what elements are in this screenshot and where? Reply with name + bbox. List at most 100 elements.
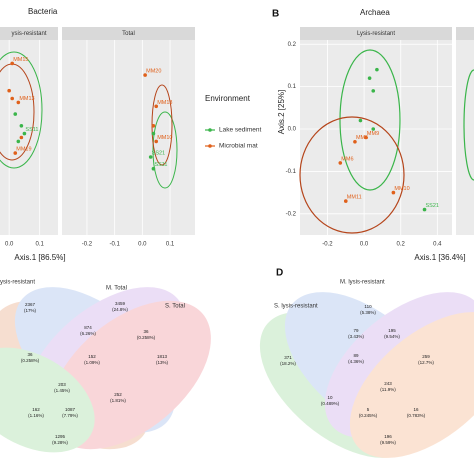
- point-label: SS11: [25, 127, 38, 133]
- point: [10, 96, 15, 101]
- point: [353, 139, 357, 144]
- region-percent: (9.28%): [52, 440, 68, 445]
- region-percent: (9.54%): [384, 334, 400, 339]
- x-tick-label: 0.1: [166, 242, 175, 248]
- y-tick-label: 0.2: [288, 42, 297, 48]
- chart-title: Bacteria: [28, 7, 58, 16]
- region-count: 203: [58, 382, 66, 387]
- point-label: MM10: [157, 135, 172, 141]
- legend-label: Lake sediment: [219, 127, 261, 134]
- region-count: 162: [32, 407, 40, 412]
- ellipse: [0, 51, 43, 169]
- point: [338, 161, 343, 165]
- point-label: MM20: [146, 69, 161, 75]
- region-percent: (5.38%): [360, 310, 376, 315]
- point: [19, 135, 24, 140]
- point: [154, 139, 159, 144]
- region-count: 371: [284, 355, 292, 360]
- point-label: MM13: [19, 96, 34, 102]
- region-count: 152: [88, 354, 96, 359]
- region-count: 79: [353, 328, 359, 333]
- point: [19, 124, 24, 128]
- venn-set: [0, 347, 95, 453]
- point-label: MM9: [367, 131, 379, 137]
- x-axis-label: Axis.1 [86.5%]: [14, 253, 65, 262]
- y-tick-label: 0.1: [288, 84, 297, 90]
- y-tick-label: 0.0: [288, 127, 297, 133]
- point: [367, 76, 372, 80]
- point: [151, 131, 156, 136]
- region-count: 259: [422, 354, 430, 359]
- legend-label: Microbial mat: [219, 143, 258, 150]
- region-count: 3459: [115, 301, 126, 306]
- y-axis-label: Axis.2 [25%]: [277, 90, 286, 134]
- facet-strip: [456, 27, 474, 40]
- region-count: 2367: [25, 302, 36, 307]
- region-percent: (18.2%): [280, 361, 296, 366]
- facet-label: Lysis-resistant: [357, 31, 395, 37]
- venn-set: [349, 312, 474, 458]
- region-percent: (24.8%): [112, 307, 128, 312]
- set-label: M. lysis-resistant: [340, 280, 385, 286]
- ellipse: [152, 111, 178, 189]
- facet-strip: [0, 27, 58, 40]
- point-label: MM10: [394, 186, 409, 192]
- region-count: 36: [143, 329, 149, 334]
- point: [422, 207, 427, 212]
- point: [13, 151, 18, 155]
- point-label: SS21: [426, 203, 439, 209]
- region-count: 10: [327, 395, 333, 400]
- region-percent: (0.258%): [21, 358, 40, 363]
- facet-strip: [300, 27, 452, 40]
- region-percent: (1.09%): [84, 360, 100, 365]
- point: [154, 104, 159, 109]
- panel-letter: B: [272, 9, 279, 20]
- point: [16, 139, 21, 144]
- ellipse: [299, 116, 405, 234]
- region-percent: (1.45%): [54, 388, 70, 393]
- facet-label: Total: [122, 31, 135, 37]
- x-tick-label: 0.0: [360, 242, 369, 248]
- panel-bg: [300, 40, 452, 235]
- region-count: 110: [364, 304, 372, 309]
- ellipse: [463, 69, 474, 181]
- venn-set: [284, 292, 446, 438]
- point-label: MM19: [16, 147, 31, 153]
- point: [343, 199, 348, 203]
- region-count: 1087: [65, 407, 76, 412]
- panel-bg: [456, 40, 474, 235]
- point: [391, 190, 396, 195]
- legend-swatch: [208, 144, 212, 148]
- region-percent: (13%): [156, 360, 169, 365]
- venn-set: [14, 287, 176, 433]
- venn-set: [24, 287, 186, 433]
- point: [22, 131, 27, 136]
- y-tick-label: -0.1: [286, 169, 297, 175]
- chart-title: Archaea: [360, 8, 390, 17]
- point-label: MM6: [341, 156, 353, 162]
- point-label: MM13: [157, 100, 172, 106]
- set-label: S. Total: [165, 304, 185, 310]
- point: [143, 73, 147, 77]
- panel-bg: [62, 40, 195, 235]
- set-label: M. Total: [106, 286, 127, 292]
- venn-set: [259, 312, 421, 458]
- region-count: 1295: [55, 434, 66, 439]
- point: [371, 127, 376, 131]
- region-percent: (11.9%): [380, 387, 396, 392]
- region-count: 243: [384, 381, 392, 386]
- region-percent: (7.79%): [62, 413, 78, 418]
- x-axis-label: Axis.1 [36.4%]: [414, 253, 465, 262]
- region-percent: (4.36%): [348, 359, 364, 364]
- legend-title: Environment: [205, 94, 251, 103]
- point: [148, 155, 153, 159]
- point-label: SS11: [154, 162, 167, 168]
- set-label: S. lysis-resistant: [274, 304, 318, 310]
- region-count: 252: [114, 392, 122, 397]
- region-percent: (12.7%): [418, 360, 434, 365]
- x-tick-label: 0.2: [397, 242, 406, 248]
- region-count: 1813: [157, 354, 168, 359]
- panel-bg: [0, 40, 58, 235]
- facet-label: ysis-resistant: [11, 31, 46, 37]
- region-percent: (0.245%): [359, 413, 378, 418]
